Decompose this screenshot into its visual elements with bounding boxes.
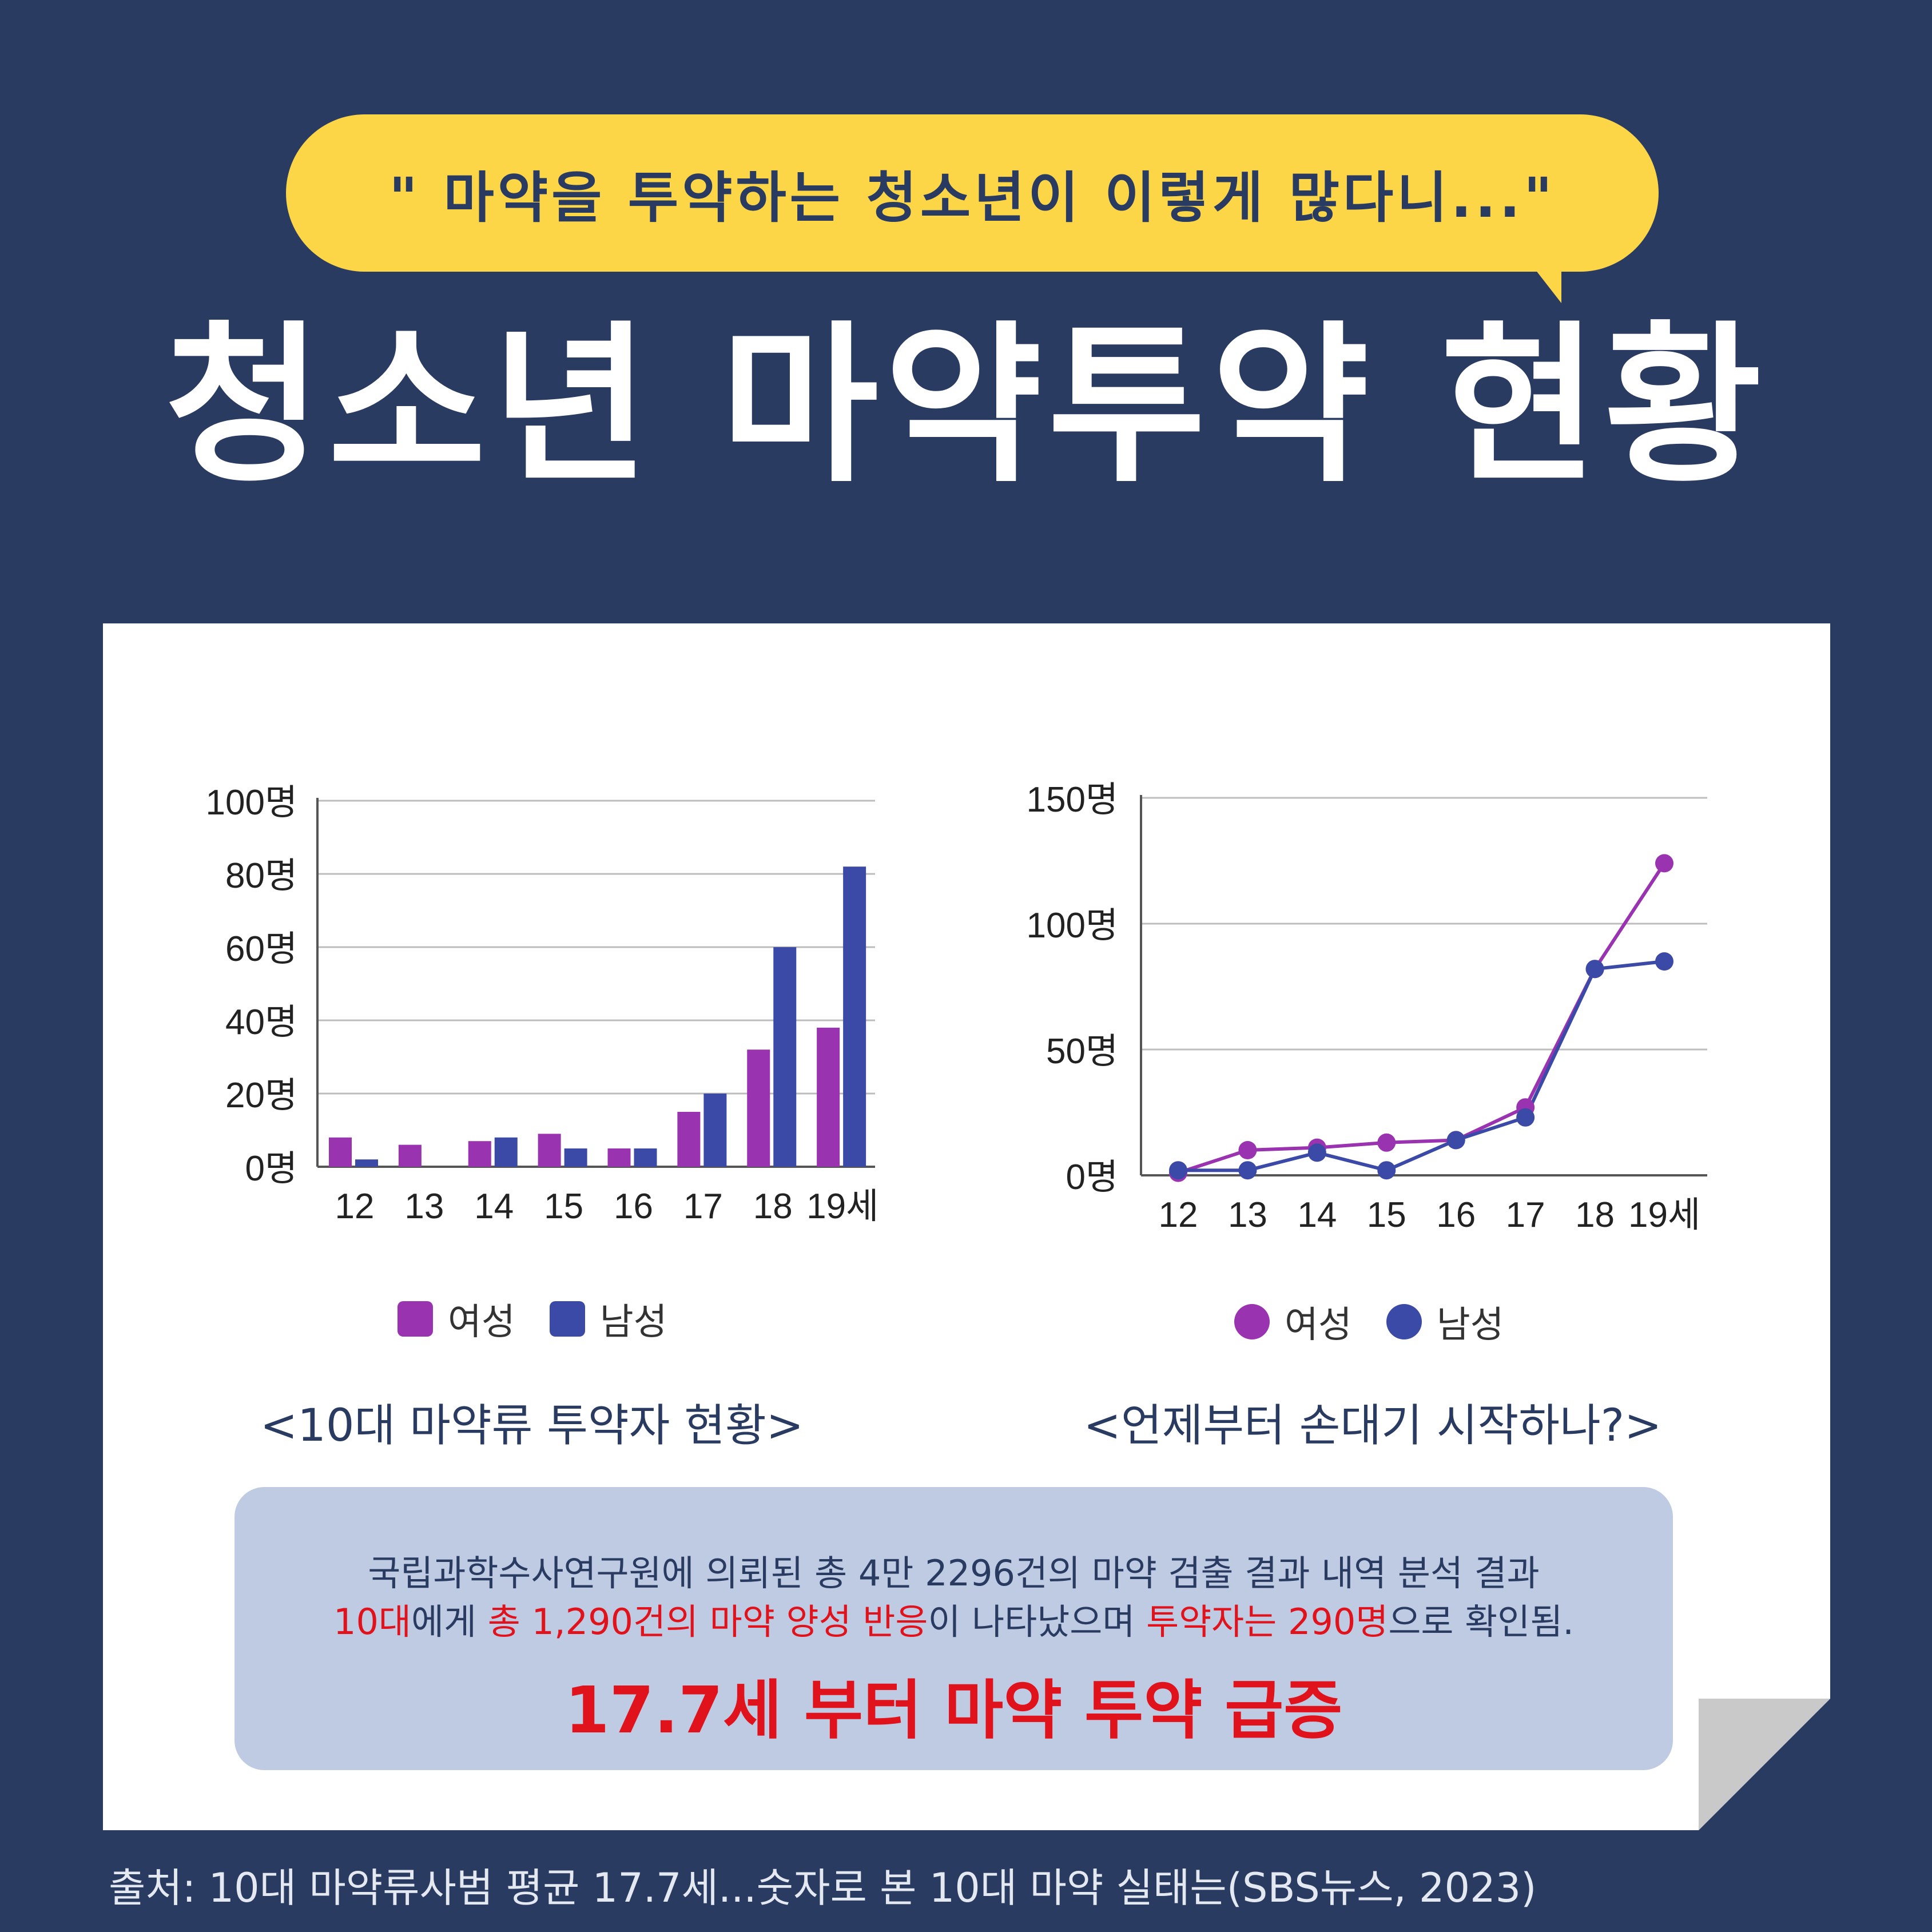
summary-text: 이 나타났으며 xyxy=(928,1601,1147,1643)
data-point xyxy=(1446,1131,1465,1150)
data-point xyxy=(1377,1161,1396,1180)
legend-label-male: 남성 xyxy=(599,1301,667,1342)
summary-text: 으로 확인됨. xyxy=(1388,1601,1574,1643)
bar xyxy=(494,1137,518,1167)
highlight-positive-count: 총 1,290건의 마약 양성 반응 xyxy=(487,1601,928,1643)
data-point xyxy=(1238,1141,1257,1159)
y-tick-label: 100명 xyxy=(206,783,297,822)
x-tick-label: 19세 xyxy=(1628,1195,1700,1235)
legend-item-female: 여성 xyxy=(397,1293,515,1345)
y-tick-label: 0명 xyxy=(1066,1158,1118,1197)
bar xyxy=(564,1148,587,1167)
speech-bubble: " 마약을 투약하는 청소년이 이렇게 많다니..." xyxy=(286,114,1659,272)
data-point xyxy=(1655,854,1673,873)
bar-chart-caption: <10대 마약류 투약자 현황> xyxy=(260,1400,804,1452)
bar xyxy=(398,1144,422,1167)
legend-dot-male xyxy=(1386,1304,1422,1339)
legend-dot-female xyxy=(1234,1304,1270,1339)
bar xyxy=(538,1134,561,1167)
y-tick-label: 60명 xyxy=(225,929,297,969)
y-tick-label: 80명 xyxy=(225,856,297,896)
highlight-user-count: 투약자는 290명 xyxy=(1146,1601,1389,1643)
y-tick-label: 150명 xyxy=(1027,780,1118,820)
x-tick-label: 12 xyxy=(1159,1195,1198,1235)
summary-text: 에게 xyxy=(411,1601,488,1643)
bar xyxy=(703,1094,727,1167)
data-point xyxy=(1655,952,1673,971)
y-tick-label: 20명 xyxy=(225,1076,297,1115)
bar xyxy=(747,1050,770,1167)
x-tick-label: 18 xyxy=(1575,1195,1615,1235)
legend-item-female-line: 여성 xyxy=(1234,1295,1352,1348)
bar xyxy=(355,1159,378,1167)
legend-item-male-line: 남성 xyxy=(1386,1295,1504,1348)
line-chart-legend: 여성 남성 xyxy=(1234,1295,1539,1348)
x-tick-label: 14 xyxy=(1297,1195,1337,1235)
bar xyxy=(468,1141,491,1167)
bar xyxy=(634,1148,657,1167)
legend-label-female: 여성 xyxy=(448,1301,515,1342)
data-point xyxy=(1377,1133,1396,1152)
x-tick-label: 17 xyxy=(1506,1195,1545,1235)
y-tick-label: 0명 xyxy=(245,1149,297,1188)
x-tick-label: 15 xyxy=(1367,1195,1406,1235)
data-point xyxy=(1307,1143,1326,1162)
summary-headline: 17.7세 부터 마약 투약 급증 xyxy=(565,1673,1343,1748)
x-tick-label: 13 xyxy=(1228,1195,1267,1235)
x-tick-label: 13 xyxy=(404,1187,444,1226)
bar xyxy=(607,1148,631,1167)
x-tick-label: 15 xyxy=(544,1187,583,1226)
series-line xyxy=(1178,960,1665,1172)
highlight-teens: 10대 xyxy=(333,1601,411,1643)
source-citation: 출처: 10대 마약류사범 평균 17.7세...숫자로 본 10대 마약 실태… xyxy=(109,1865,1537,1911)
line-chart: 0명 50명 100명 150명 12 13 14 15 16 17 18 19세 xyxy=(1027,780,1707,1235)
x-tick-label: 19세 xyxy=(806,1187,878,1226)
x-tick-label: 17 xyxy=(683,1187,723,1226)
legend-item-male: 남성 xyxy=(549,1293,667,1345)
summary-line-2: 10대에게 총 1,290건의 마약 양성 반응이 나타났으며 투약자는 290… xyxy=(234,1593,1673,1644)
bar xyxy=(843,866,866,1167)
y-tick-label: 100명 xyxy=(1027,906,1118,945)
page-curl xyxy=(1699,1699,1830,1830)
x-tick-label: 14 xyxy=(474,1187,514,1226)
speech-bubble-tail xyxy=(1521,252,1561,303)
bar xyxy=(677,1112,701,1167)
bar xyxy=(773,947,797,1167)
line-chart-caption: <언제부터 손대기 시작하나?> xyxy=(1083,1400,1662,1452)
x-tick-label: 12 xyxy=(335,1187,375,1226)
bar-chart: 0명 20명 40명 60명 80명 100명 12 13 14 15 16 17 18 19세 xyxy=(206,783,879,1226)
y-tick-label: 40명 xyxy=(225,1003,297,1042)
summary-box: 국립과학수사연구원에 의뢰된 총 4만 2296건의 마약 검출 결과 내역 분… xyxy=(234,1487,1673,1770)
data-point xyxy=(1516,1108,1535,1127)
legend-label-male-line: 남성 xyxy=(1436,1304,1504,1345)
summary-line-1: 국립과학수사연구원에 의뢰된 총 4만 2296건의 마약 검출 결과 내역 분… xyxy=(368,1552,1540,1594)
page-title: 청소년 마약투약 현황 xyxy=(164,306,1768,506)
bar-chart-legend: 여성 남성 xyxy=(397,1293,702,1345)
data-point xyxy=(1585,960,1604,979)
quote-text: " 마약을 투약하는 청소년이 이렇게 많다니..." xyxy=(389,166,1556,230)
y-tick-label: 50명 xyxy=(1046,1032,1118,1071)
data-point xyxy=(1238,1161,1257,1180)
x-tick-label: 16 xyxy=(1436,1195,1476,1235)
bar xyxy=(329,1137,352,1167)
series-line xyxy=(1178,862,1666,1175)
bar xyxy=(817,1027,840,1167)
data-point xyxy=(1169,1161,1187,1180)
legend-swatch-female xyxy=(397,1301,433,1337)
legend-label-female-line: 여성 xyxy=(1285,1304,1352,1345)
x-tick-label: 16 xyxy=(614,1187,653,1226)
legend-swatch-male xyxy=(549,1301,585,1337)
x-tick-label: 18 xyxy=(753,1187,793,1226)
